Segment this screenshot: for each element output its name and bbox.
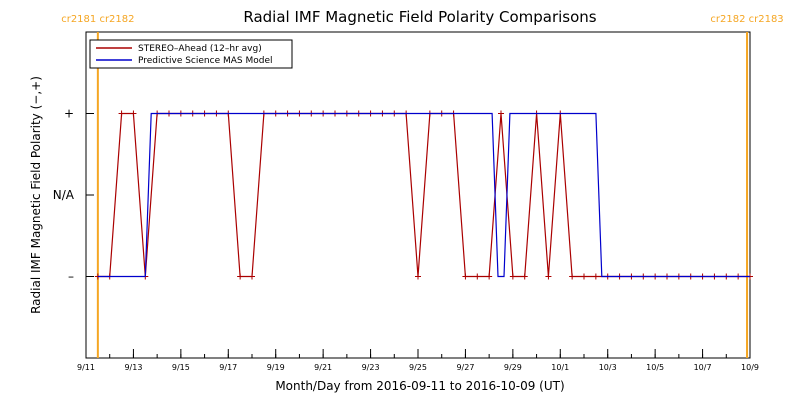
data-point [545, 273, 552, 280]
x-tick-label: 10/9 [741, 363, 759, 372]
data-point [581, 273, 587, 280]
data-point [509, 273, 516, 280]
data-point [118, 110, 125, 117]
x-tick-label: 10/7 [694, 363, 712, 372]
x-tick-label: 9/29 [504, 363, 522, 372]
x-tick-label: 9/23 [362, 363, 380, 372]
series-layer [94, 110, 753, 280]
x-tick-label: 9/11 [77, 363, 95, 372]
x-tick-label: 9/15 [172, 363, 190, 372]
x-tick-label: 9/27 [456, 363, 474, 372]
y-axis-title: Radial IMF Magnetic Field Polarity (−,+) [29, 76, 43, 314]
legend: STEREO–Ahead (12–hr avg) Predictive Scie… [89, 39, 293, 69]
x-tick-label: 9/25 [409, 363, 427, 372]
data-point [474, 273, 481, 280]
data-point [237, 273, 244, 280]
data-point [249, 273, 255, 280]
x-tick-label: 9/19 [267, 363, 285, 372]
carrington-marker-label-0: cr2181 cr2182 [61, 14, 134, 25]
y-tick-label: N/A [53, 188, 75, 202]
carrington-marker-label-1: cr2182 cr2183 [710, 14, 783, 25]
legend-box [89, 39, 293, 69]
y-axis-ticks: + N/A – [53, 107, 94, 284]
x-tick-label: 10/3 [599, 363, 617, 372]
x-tick-label: 9/17 [219, 363, 237, 372]
x-tick-label: 10/5 [646, 363, 664, 372]
data-point [521, 273, 528, 280]
chart-title: Radial IMF Magnetic Field Polarity Compa… [243, 8, 596, 26]
x-tick-label: 9/13 [124, 363, 142, 372]
legend-label-mas: Predictive Science MAS Model [138, 56, 273, 66]
data-point [569, 273, 576, 280]
y-tick-label: + [64, 107, 74, 121]
series-line-1 [97, 112, 750, 278]
plot-frame [85, 31, 751, 359]
x-axis-ticks: 9/11 9/13 9/15 9/17 9/19 9/21 9/23 9/25 9/27 9/29… [77, 349, 759, 372]
data-point [415, 273, 421, 280]
data-point [498, 110, 504, 117]
legend-label-stereo: STEREO–Ahead (12–hr avg) [138, 44, 262, 54]
y-tick-label: – [68, 270, 74, 284]
data-point [462, 273, 469, 280]
x-tick-label: 10/1 [551, 363, 569, 372]
carrington-markers: cr2181 cr2182 cr2182 cr2183 [61, 14, 784, 358]
data-point [130, 110, 137, 117]
x-tick-label: 9/21 [314, 363, 332, 372]
data-point [592, 273, 599, 280]
x-axis-title: Month/Day from 2016-09-11 to 2016-10-09 … [275, 379, 564, 393]
series-line-0 [97, 112, 750, 278]
data-point [486, 273, 493, 280]
